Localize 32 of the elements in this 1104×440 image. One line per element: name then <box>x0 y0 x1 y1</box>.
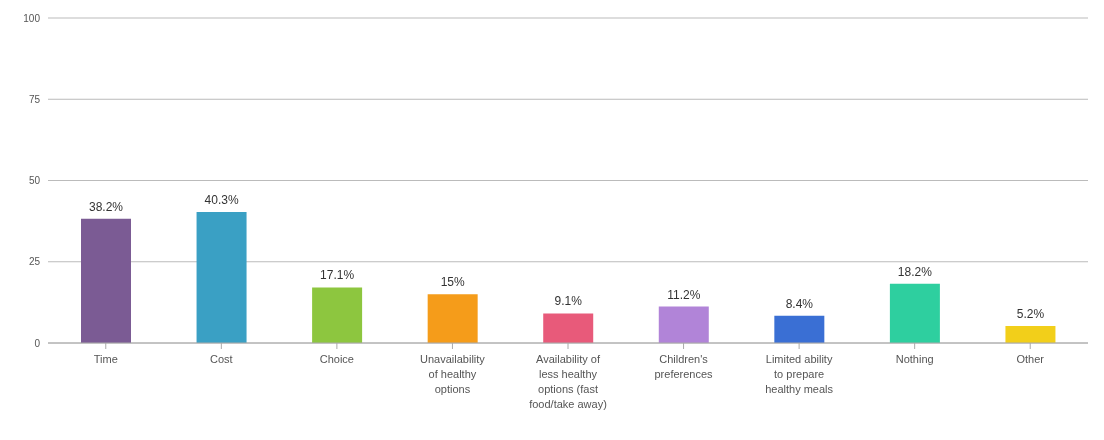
data-label: 15% <box>440 275 465 290</box>
y-tick-label: 100 <box>23 12 41 24</box>
x-tick-label: Availability of less healthy options (fast food/take away) <box>529 353 607 410</box>
bar <box>196 212 247 343</box>
x-tick-label: Limited ability to prepare healthy meals <box>765 353 834 395</box>
data-label: 8.4% <box>785 296 814 311</box>
bar <box>889 283 940 343</box>
x-tick-label: Other <box>1016 353 1045 365</box>
data-label: 9.1% <box>554 294 583 309</box>
data-label: 11.2% <box>667 287 701 302</box>
x-tick-label: Time <box>93 353 118 365</box>
y-tick-label: 0 <box>34 337 41 349</box>
x-tick-label: Cost <box>210 353 233 365</box>
y-tick-label: 75 <box>28 93 41 105</box>
data-label: 38.2% <box>88 199 124 214</box>
bar <box>1005 326 1056 343</box>
data-label: 5.2% <box>1016 307 1045 322</box>
x-tick-label: Nothing <box>895 353 934 365</box>
x-tick-label: Unavailability of healthy options <box>420 353 486 395</box>
x-tick-label: Choice <box>319 353 355 365</box>
bar <box>543 313 594 343</box>
x-tick-label: Children's preferences <box>654 353 714 380</box>
bar <box>658 306 709 343</box>
data-label: 18.2% <box>897 264 933 279</box>
data-label: 17.1% <box>320 268 355 283</box>
bar <box>312 287 363 343</box>
bar <box>427 294 478 343</box>
y-tick-label: 50 <box>28 175 41 187</box>
data-label: 40.3% <box>204 193 239 208</box>
bar <box>774 315 825 343</box>
y-tick-label: 25 <box>28 256 41 268</box>
bar <box>81 218 131 343</box>
